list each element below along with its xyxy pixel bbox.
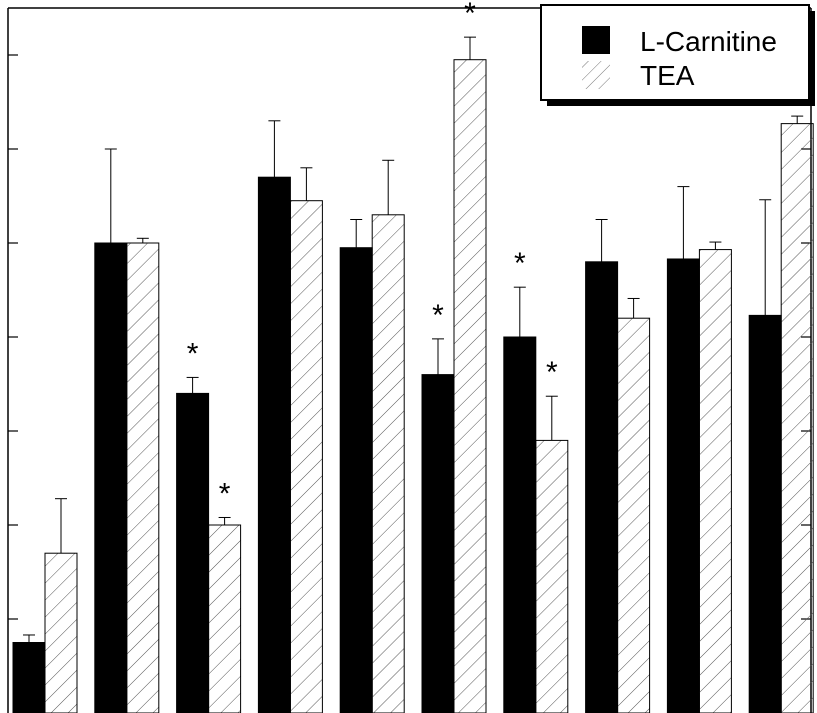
bar-l-carnitine (421, 374, 455, 713)
bar-l-carnitine (339, 247, 373, 713)
bar-tea (126, 242, 160, 713)
bar-tea (617, 317, 651, 713)
bar-tea (289, 200, 323, 713)
bar-l-carnitine (257, 176, 291, 713)
legend-label-l-carnitine: L-Carnitine (640, 26, 777, 57)
significance-marker: * (514, 247, 526, 280)
legend-swatch-l-carnitine (582, 26, 610, 54)
significance-marker: * (546, 356, 558, 389)
bar-l-carnitine (585, 261, 619, 713)
bar-tea (208, 524, 242, 713)
significance-marker: * (219, 477, 231, 510)
bar-l-carnitine (12, 642, 46, 713)
significance-marker: * (187, 337, 199, 370)
bar-l-carnitine (748, 314, 782, 713)
bar-tea (535, 439, 569, 713)
legend-swatch-tea (582, 61, 610, 89)
bar-group: * * * * * * (12, 0, 814, 713)
bar-tea (44, 552, 78, 713)
bar-l-carnitine (503, 336, 537, 713)
bar-l-carnitine (666, 258, 700, 713)
bar-tea (780, 123, 814, 713)
legend-label-tea: TEA (640, 60, 695, 91)
bar-tea (698, 249, 732, 713)
significance-marker: * (464, 0, 476, 30)
bar-l-carnitine (176, 392, 210, 713)
significance-marker: * (432, 299, 444, 332)
legend: L-Carnitine TEA (540, 4, 815, 106)
bar-tea (371, 214, 405, 713)
bar-l-carnitine (94, 242, 128, 713)
bar-tea (453, 59, 487, 713)
